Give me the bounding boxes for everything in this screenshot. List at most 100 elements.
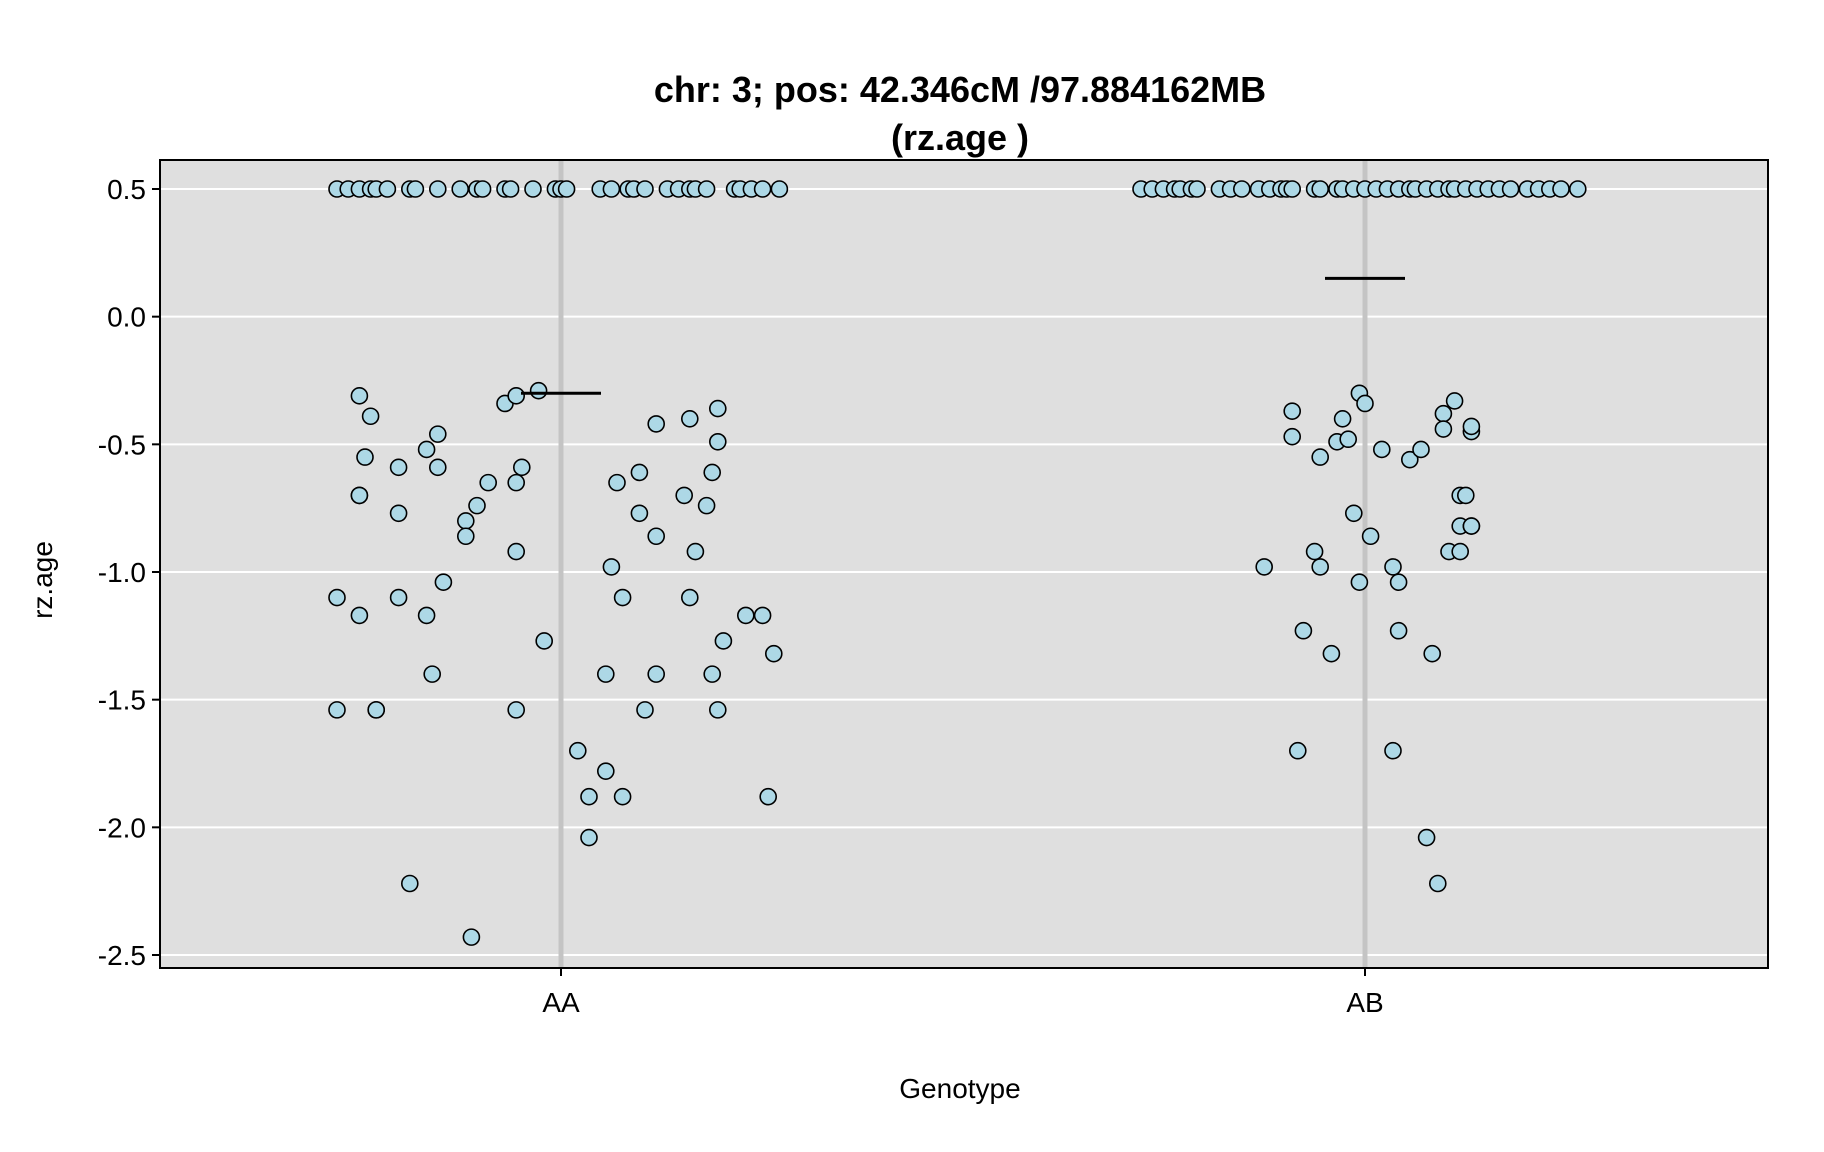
data-point (423, 665, 442, 683)
data-point (361, 407, 380, 426)
data-point (708, 701, 727, 719)
data-point (580, 787, 598, 806)
data-point (389, 458, 408, 477)
data-point (451, 180, 470, 198)
data-point (647, 527, 666, 546)
data-point (479, 473, 498, 492)
data-point (1294, 621, 1313, 640)
data-point (328, 588, 346, 607)
data-point (389, 588, 408, 607)
data-point (1361, 527, 1380, 546)
data-point (1423, 644, 1441, 663)
data-point (1356, 394, 1374, 413)
data-point (714, 632, 733, 650)
data-point (675, 486, 694, 505)
data-point (1311, 558, 1329, 576)
data-point (759, 787, 778, 806)
chart-title-line2: (rz.age ) (891, 117, 1029, 158)
data-point (703, 665, 722, 683)
data-point (1233, 180, 1251, 198)
data-point (703, 463, 722, 482)
data-point (350, 387, 369, 405)
data-point (1412, 440, 1430, 459)
plot-panel (160, 160, 1768, 968)
data-point (1283, 402, 1301, 420)
data-point (636, 701, 654, 719)
data-point (1339, 430, 1357, 449)
data-point (328, 701, 346, 719)
data-point (1289, 741, 1307, 760)
data-point (434, 573, 453, 592)
data-point (1311, 448, 1329, 466)
chart-title-line1: chr: 3; pos: 42.346cM /97.884162MB (654, 69, 1266, 110)
data-point (428, 425, 447, 443)
data-point (1569, 180, 1587, 198)
data-point (596, 762, 615, 780)
data-point (378, 180, 397, 198)
data-point (770, 180, 789, 198)
data-point (1283, 427, 1301, 446)
data-point (753, 606, 772, 625)
data-point (608, 473, 626, 492)
data-point (1462, 517, 1481, 535)
data-point (1283, 180, 1301, 198)
data-point (400, 874, 419, 893)
data-point (697, 496, 716, 515)
data-point (507, 542, 526, 561)
data-point (512, 458, 531, 477)
data-point (613, 588, 632, 607)
data-point (1462, 417, 1481, 436)
data-point (417, 606, 436, 625)
data-point (686, 542, 705, 561)
data-point (535, 632, 554, 650)
data-point (1384, 741, 1402, 760)
x-tick-label: AA (542, 987, 580, 1018)
data-points (328, 180, 1587, 946)
data-point (507, 701, 526, 719)
data-point (1429, 874, 1447, 893)
y-axis-label: rz.age (27, 541, 58, 619)
data-point (428, 180, 447, 198)
data-point (1333, 409, 1352, 428)
data-point (501, 180, 520, 198)
x-tick-label: AB (1346, 987, 1383, 1018)
data-point (697, 180, 716, 198)
data-point (636, 180, 654, 198)
data-point (1451, 542, 1469, 561)
data-point (1389, 621, 1408, 640)
y-tick-label: -2.5 (98, 940, 146, 971)
data-point (568, 741, 587, 760)
data-point (1305, 542, 1324, 561)
data-point (1445, 392, 1464, 410)
data-point (507, 387, 526, 405)
data-point (529, 381, 548, 400)
data-point (680, 409, 699, 428)
data-point (1373, 440, 1391, 459)
data-point (456, 512, 475, 530)
y-tick-label: -1.5 (98, 685, 146, 716)
data-point (456, 527, 475, 546)
mean-lines (521, 276, 1405, 395)
data-point (507, 473, 526, 492)
data-point (1384, 558, 1402, 576)
data-point (473, 180, 492, 198)
data-point (367, 701, 386, 719)
data-point (1501, 180, 1520, 198)
data-point (1457, 486, 1475, 505)
data-point (1350, 573, 1369, 592)
data-point (389, 504, 408, 523)
data-point (647, 415, 666, 433)
data-point (524, 180, 542, 198)
data-point (1434, 404, 1453, 423)
y-axis-ticks: 0.5 0.0 -0.5 -1.0 -1.5 -2.0 -2.5 (98, 174, 160, 971)
data-point (1434, 420, 1453, 438)
data-point (708, 399, 727, 418)
data-point (613, 787, 632, 806)
y-tick-label: 0.5 (107, 174, 146, 205)
category-lines (558, 160, 1368, 968)
data-point (428, 458, 447, 477)
data-point (557, 180, 576, 198)
data-point (1311, 180, 1329, 198)
